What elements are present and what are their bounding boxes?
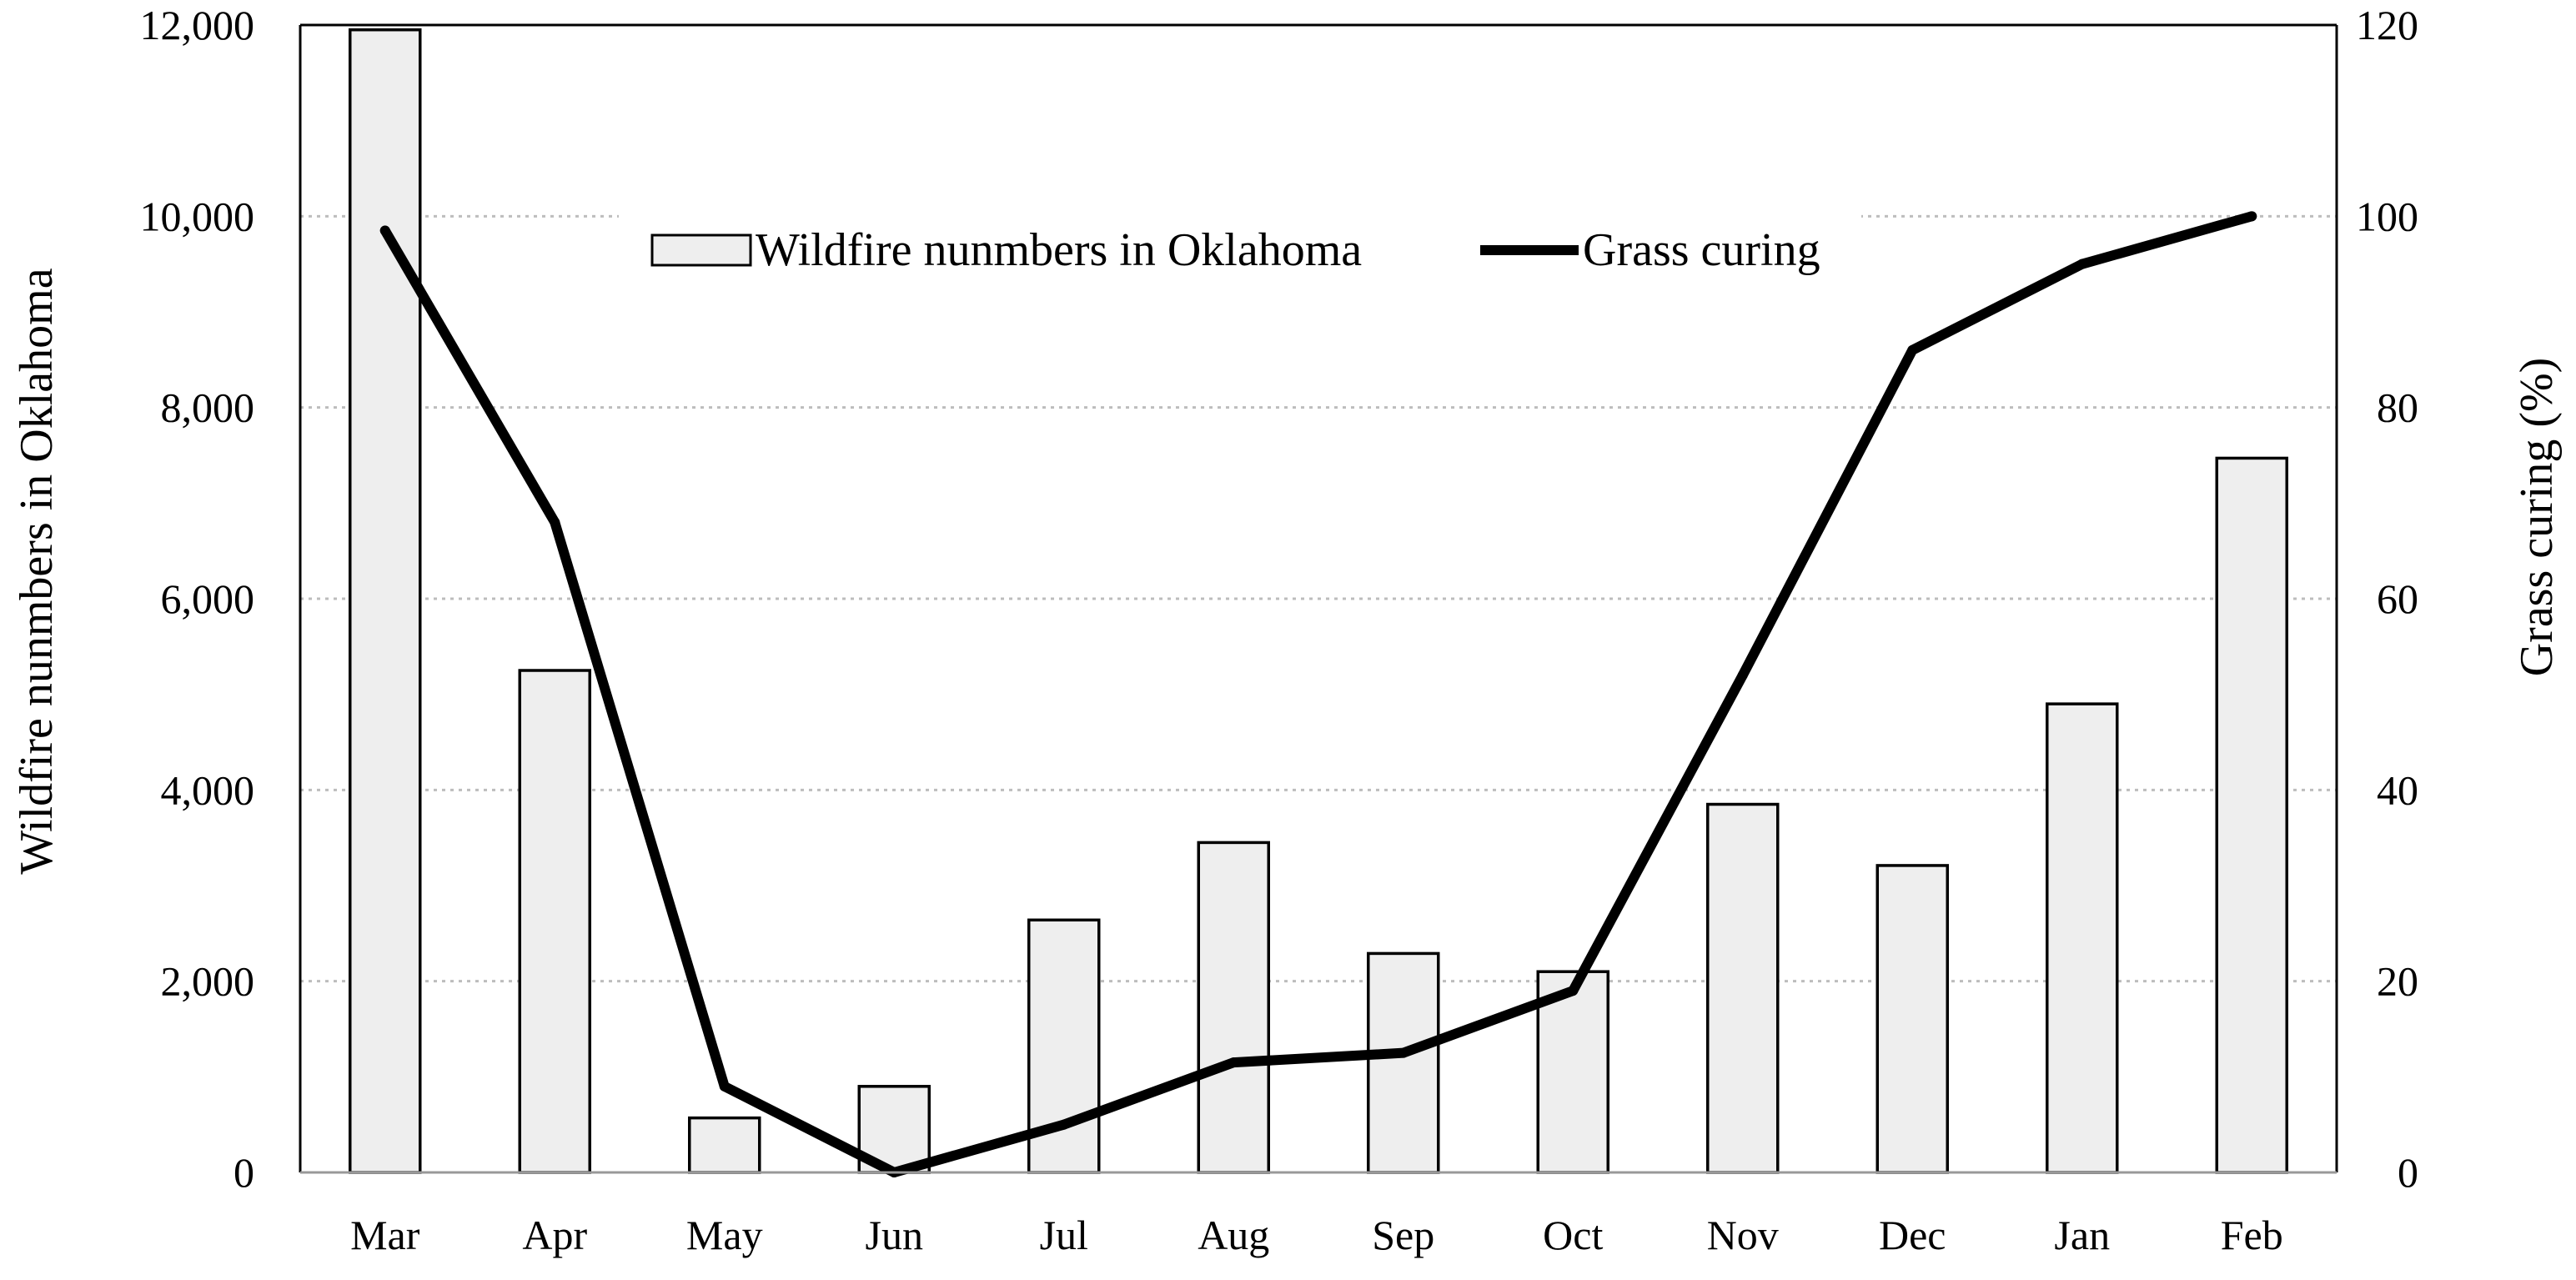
grass-curing-line [379,211,2257,1177]
x-tick-label-jun: Jun [866,1212,923,1258]
grass-curing-point-aug [1228,1057,1239,1068]
axes [299,23,2338,1174]
x-tick-label-apr: Apr [522,1212,587,1258]
right-tick-label: 20 [2377,958,2418,1005]
x-tick-label-feb: Feb [2221,1212,2283,1258]
x-tick-label-dec: Dec [1879,1212,1946,1258]
bar-series [349,28,2288,1174]
bar-may [688,1116,761,1174]
legend-label-grass-curing: Grass curing [1583,224,1820,276]
legend: Wildfire nunmbers in Oklahoma Grass curi… [619,200,1861,292]
legend-bar-swatch [650,233,752,267]
bar-sep [1367,951,1440,1174]
x-tick-label-jul: Jul [1040,1212,1088,1258]
x-tick-label-aug: Aug [1198,1212,1269,1258]
x-tick-label-oct: Oct [1543,1212,1603,1258]
grass-curing-point-jan [2076,259,2087,269]
bar-apr [518,669,591,1174]
left-tick-label: 4,000 [161,766,255,813]
grass-curing-point-apr [550,517,560,528]
right-tick-label: 40 [2377,766,2418,813]
bar-mar [349,28,422,1174]
right-tick-label: 100 [2356,193,2418,239]
bar-feb [2215,456,2288,1174]
grass-curing-point-may [719,1081,730,1092]
legend-label-wildfire: Wildfire nunmbers in Oklahoma [756,224,1362,276]
x-tick-label-nov: Nov [1707,1212,1779,1258]
left-tick-label: 8,000 [161,384,255,431]
left-tick-label: 6,000 [161,575,255,622]
line-series [379,211,2257,1177]
legend-background [619,200,1861,292]
tick-labels: 0 2,000 4,000 6,000 8,000 10,000 12,000 0 20 40 60… [140,2,2419,1258]
left-tick-label: 2,000 [161,958,255,1005]
grass-curing-point-oct [1568,986,1579,996]
grass-curing-point-feb [2247,211,2257,222]
grass-curing-point-mar [379,225,390,236]
left-axis-title: Wildfire nunmbers in Oklahoma [11,268,63,874]
right-tick-label: 80 [2377,384,2418,431]
x-tick-label-may: May [686,1212,763,1258]
x-tick-label-jan: Jan [2054,1212,2110,1258]
left-tick-label: 12,000 [140,2,255,48]
left-tick-label: 0 [233,1149,254,1196]
x-tick-label-mar: Mar [350,1212,420,1258]
grass-curing-point-nov [1737,670,1748,680]
bar-dec [1876,864,1949,1174]
right-tick-label: 120 [2356,2,2418,48]
grass-curing-point-dec [1907,344,1918,355]
right-tick-label: 0 [2398,1149,2418,1196]
right-axis-title: Grass curing (%) [2511,358,2563,677]
bar-oct [1536,970,1609,1174]
left-tick-label: 10,000 [140,193,255,239]
bar-jan [2046,702,2119,1174]
grass-curing-point-jul [1058,1119,1069,1130]
right-tick-label: 60 [2377,575,2418,622]
bar-nov [1706,802,1780,1174]
x-tick-label-sep: Sep [1372,1212,1434,1258]
bar-aug [1197,841,1270,1174]
grass-curing-point-sep [1398,1047,1409,1058]
